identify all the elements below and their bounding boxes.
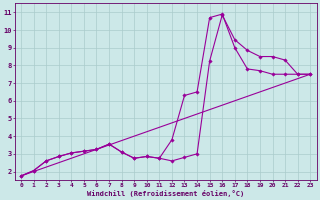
X-axis label: Windchill (Refroidissement éolien,°C): Windchill (Refroidissement éolien,°C) — [87, 190, 244, 197]
